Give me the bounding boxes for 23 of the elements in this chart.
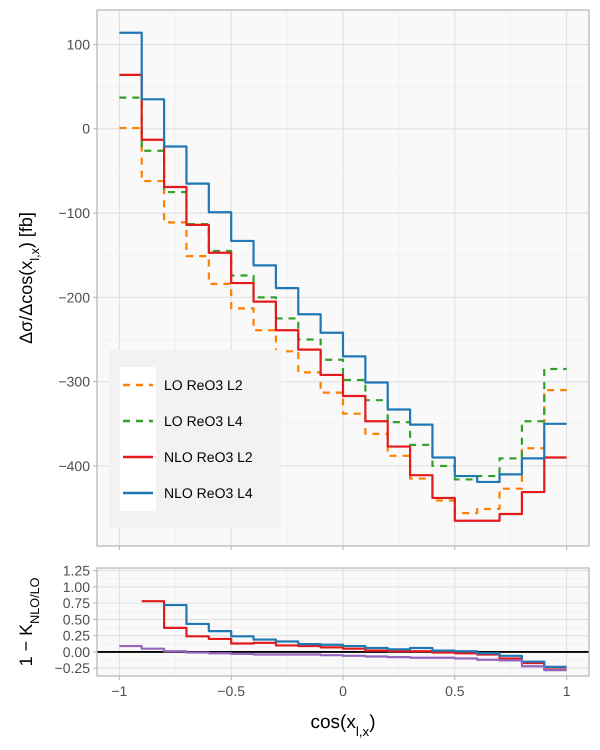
y-tick-label: 1.00 xyxy=(62,578,90,595)
y-tick-label: 0.75 xyxy=(62,595,90,612)
y-tick-label: −100 xyxy=(58,205,90,222)
y-tick-label: −400 xyxy=(58,458,90,474)
y-tick-label: 0.00 xyxy=(62,644,90,660)
x-tick-label: 1 xyxy=(562,683,571,699)
x-tick-label: 0 xyxy=(339,683,348,699)
x-tick-label: 0.5 xyxy=(445,683,465,699)
y-tick-label: −200 xyxy=(58,289,90,306)
legend-label: LO ReO3 L2 xyxy=(164,376,243,393)
x-tick-label: −0.5 xyxy=(217,683,246,699)
y-tick-label: 0.25 xyxy=(62,628,90,644)
legend-label: LO ReO3 L4 xyxy=(164,412,243,429)
x-tick-label: −1 xyxy=(111,683,128,699)
legend-label: NLO ReO3 L2 xyxy=(164,448,253,465)
legend-label: NLO ReO3 L4 xyxy=(164,484,253,501)
y-tick-label: 0.50 xyxy=(62,611,90,628)
y-tick-label: −300 xyxy=(58,374,90,390)
y-tick-label: 1.25 xyxy=(62,562,90,578)
x-axis-title: cos(x$_{l,x}$) xyxy=(310,712,376,738)
y-tick-label: 0 xyxy=(82,120,90,137)
y-tick-label: −0.25 xyxy=(54,660,90,676)
y-tick-label: 100 xyxy=(66,36,90,52)
